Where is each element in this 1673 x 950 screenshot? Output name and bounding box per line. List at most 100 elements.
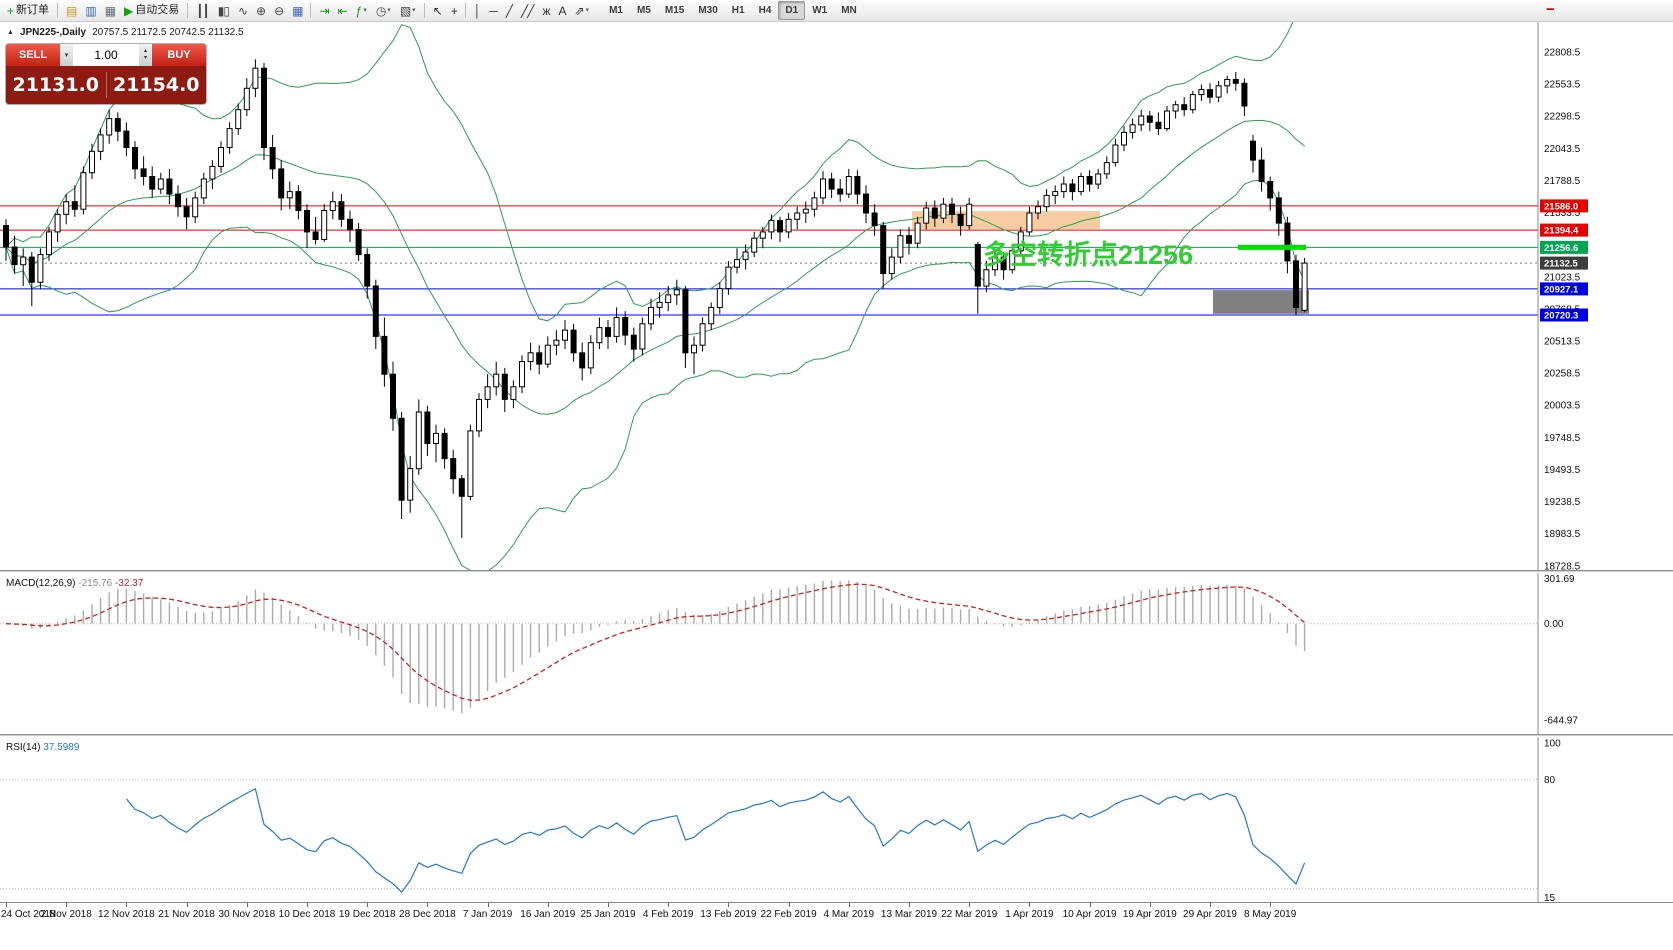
navigator-icon[interactable]: ▥	[81, 1, 99, 20]
time-axis-tick	[608, 903, 609, 907]
channel-icon[interactable]: ╱╱	[517, 1, 537, 20]
toolbar: + 新订单 ▤ ▥ ▦ ▶ 自动交易 ┃┃ ▮▯ ∿ ⊕ ⊖ ▦ ⇥ ⇤ ƒ ▾ ◷ ▾ ▧ ▾ ↖ + │ ─ ╱ ╱╱ ж A ⇗ ▾ M…	[0, 0, 1673, 22]
time-axis[interactable]: 24 Oct 2018 2 Nov 2018 12 Nov 2018 21 Nov 2…	[0, 902, 1673, 950]
templates-icon[interactable]: ▧ ▾	[396, 1, 420, 20]
timeframe-m15[interactable]: M15	[664, 5, 685, 16]
demand-zone[interactable]	[1213, 290, 1309, 314]
candle-body	[777, 220, 783, 233]
candle-body	[837, 188, 844, 195]
candle-body	[1224, 79, 1231, 87]
volume-input[interactable]: 1.00	[73, 44, 139, 66]
price-tag	[1540, 199, 1588, 213]
candle-body	[1129, 124, 1136, 133]
zoom-in-icon[interactable]: ⊕	[252, 1, 269, 20]
candle-body	[1207, 89, 1213, 98]
candle-body	[295, 191, 302, 212]
timeframe-w1[interactable]: W1	[812, 5, 828, 16]
price-axis-label: 18983.5	[1544, 529, 1581, 540]
rsi-axis-label: 80	[1544, 775, 1556, 786]
macd-panel[interactable]: 301.69 0.00 -644.97 MACD(12,26,9) -215.76 -…	[0, 573, 1673, 734]
time-axis-tick	[186, 903, 188, 907]
sell-button[interactable]: SELL	[6, 44, 60, 66]
candle-body	[656, 301, 663, 308]
volume-stepper[interactable]: ▴ ▾	[139, 44, 152, 66]
sell-dropdown[interactable]: ▾	[60, 44, 73, 66]
candle-body	[1164, 110, 1170, 130]
stepper-down-icon[interactable]: ▾	[143, 55, 147, 61]
toolbar-separator	[310, 3, 312, 18]
fibonacci-icon[interactable]: ж	[538, 1, 553, 20]
indicators-icon[interactable]: ƒ ▾	[352, 1, 371, 20]
candle-body	[415, 411, 422, 470]
timeframe-d1[interactable]: D1	[778, 1, 806, 20]
candle-body	[699, 323, 706, 346]
candle-body	[682, 289, 689, 354]
arrows-icon[interactable]: ⇗ ▾	[571, 1, 594, 20]
timeframe-m5[interactable]: M5	[636, 5, 651, 16]
panel-separator[interactable]	[0, 570, 1673, 573]
zoom-out-icon[interactable]: ⊖	[270, 1, 287, 20]
date-label: 4 Mar 2019	[823, 909, 875, 920]
candle-body	[450, 458, 457, 480]
horizontal-line-icon[interactable]: ─	[485, 1, 501, 20]
date-label: 12 Nov 2018	[98, 909, 155, 920]
candle-body	[54, 213, 61, 233]
vertical-line-icon[interactable]: │	[470, 1, 485, 20]
candle-body	[863, 193, 869, 214]
timeframe-m30[interactable]: M30	[698, 5, 718, 16]
candle-body	[613, 317, 620, 337]
chart-bars-icon[interactable]: ┃┃	[192, 1, 212, 20]
candle-body	[329, 201, 336, 211]
chart-shift-icon[interactable]: ⇤	[334, 1, 351, 20]
stepper-up-icon[interactable]: ▴	[143, 47, 147, 54]
buy-price[interactable]: 21154.0	[112, 74, 200, 96]
candle-body	[80, 172, 87, 210]
candle-body	[888, 256, 895, 275]
candle-body	[1301, 262, 1308, 311]
time-axis-tick	[788, 903, 790, 907]
candle-body	[175, 193, 181, 208]
crosshair-icon[interactable]: +	[447, 1, 461, 20]
remove-indicator-icon[interactable]: −	[1546, 1, 1555, 18]
candle-body	[639, 323, 646, 350]
candle-body	[1232, 79, 1239, 84]
date-label: 24 Oct 2018	[1, 909, 56, 920]
supply-zone[interactable]	[912, 211, 1100, 230]
candles-layer	[3, 59, 1308, 538]
cursor-icon[interactable]: ↖	[429, 1, 446, 20]
price-chart-panel[interactable]: 多空转折点21256 22808.5 22553.5 22298.5 22043.5 21…	[0, 22, 1673, 570]
buy-button[interactable]: BUY	[152, 44, 206, 66]
rsi-line	[125, 788, 1306, 894]
candle-body	[37, 254, 44, 283]
timeframe-m1[interactable]: M1	[609, 5, 623, 16]
timeframe-h4[interactable]: H4	[758, 5, 772, 16]
auto-scroll-icon[interactable]: ⇥	[315, 1, 332, 20]
candle-body	[992, 256, 998, 271]
new-order-icon: +	[7, 3, 14, 18]
new-order-button[interactable]: + 新订单	[3, 1, 53, 20]
candle-body	[1258, 159, 1265, 183]
panel-separator[interactable]	[0, 734, 1673, 737]
periods-icon[interactable]: ◷ ▾	[372, 1, 395, 20]
time-axis-tick	[66, 903, 68, 907]
macd-histogram	[13, 580, 1306, 714]
trendline-icon[interactable]: ╱	[502, 1, 516, 20]
sell-price[interactable]: 21131.0	[12, 74, 100, 96]
price-axis-label: 22043.5	[1544, 144, 1581, 155]
tile-windows-icon[interactable]: ▦	[288, 1, 306, 20]
market-watch-icon[interactable]: ▤	[62, 1, 80, 20]
time-axis-tick	[1210, 903, 1211, 907]
auto-trading-button[interactable]: ▶ 自动交易	[120, 1, 183, 20]
chart-menu-icon[interactable]: ▲	[7, 29, 14, 36]
text-icon[interactable]: A	[554, 1, 569, 20]
timeframe-mn[interactable]: MN	[841, 5, 857, 16]
chart-line-icon[interactable]: ∿	[234, 1, 251, 20]
candle-body	[63, 201, 70, 215]
rsi-panel[interactable]: 100 80 15 RSI(14) 37.5989	[0, 737, 1673, 902]
candle-body	[157, 178, 164, 190]
timeframe-h1[interactable]: H1	[731, 5, 745, 16]
chart-candles-icon[interactable]: ▮▯	[214, 1, 233, 20]
price-tag	[1540, 223, 1588, 237]
terminal-icon[interactable]: ▦	[101, 1, 119, 20]
